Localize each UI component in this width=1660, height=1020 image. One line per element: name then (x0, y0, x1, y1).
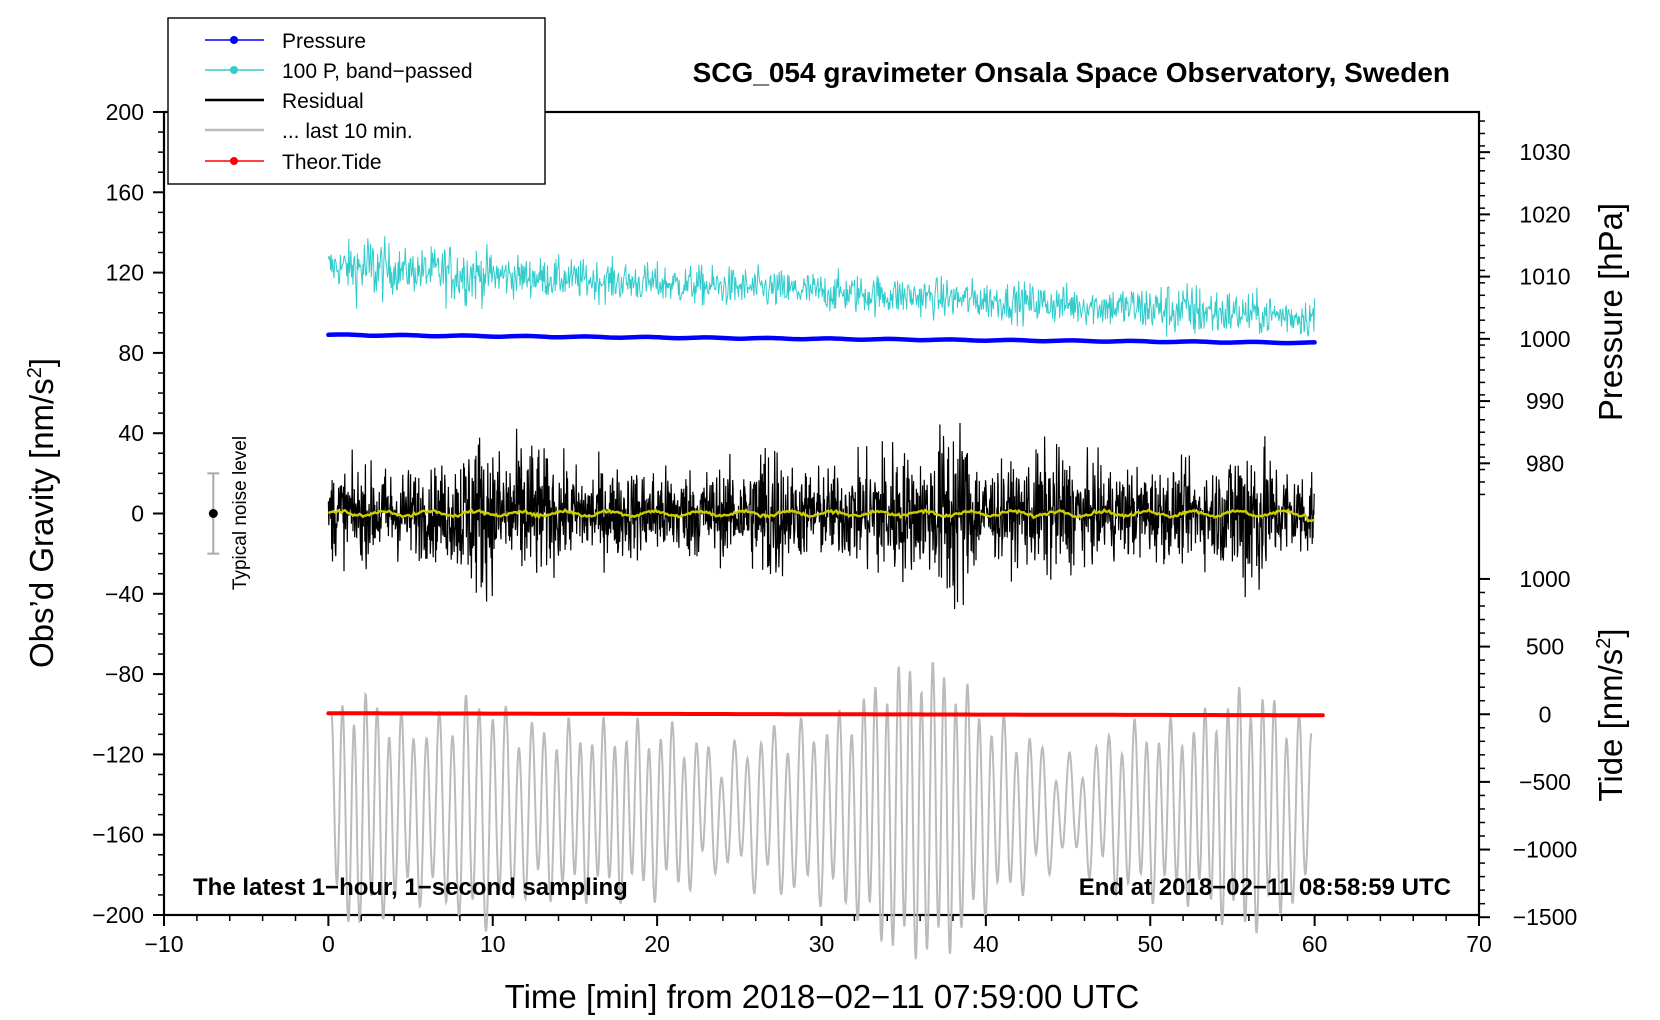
y-axis-title-tide-close: ] (1592, 628, 1629, 637)
noise-level-label: Typical noise level (230, 436, 251, 590)
y-axis-title-left-text: Obs’d Gravity [nm/s (23, 378, 60, 668)
x-tick-label: −10 (144, 931, 183, 957)
y-right-tide-label: −1000 (1513, 837, 1578, 863)
y-left-tick-label: 160 (106, 179, 144, 205)
series-pressure (326, 332, 1317, 346)
noise-level-indicator: Typical noise level (207, 436, 251, 590)
x-tick-label: 60 (1302, 931, 1328, 957)
y-right-tide-label: −1500 (1513, 904, 1578, 930)
y-left-tick-label: 120 (106, 260, 144, 286)
y-left-tick-label: −160 (92, 822, 144, 848)
series-band-passed-pressure (327, 236, 1316, 337)
y-axis-title-tide-text: Tide [nm/s (1592, 649, 1629, 802)
y-axis-title-tide-sup: 2 (1593, 638, 1615, 649)
y-right-tide-label: 0 (1539, 701, 1552, 727)
note-end-time: End at 2018−02−11 08:58:59 UTC (1079, 874, 1451, 901)
y-right-tide-label: 500 (1526, 634, 1564, 660)
y-right-pressure-label: 1010 (1519, 264, 1570, 290)
y-left-tick-label: −40 (105, 581, 144, 607)
tick-layer: −10 0 10 20 30 40 50 60 7020016012080400−40−80−1… (92, 99, 1577, 957)
x-tick-label: 70 (1466, 931, 1492, 957)
x-tick-label: 10 (480, 931, 506, 957)
legend-label-residual: Residual (282, 90, 364, 113)
series-layer (326, 236, 1325, 960)
y-left-tick-label: 80 (118, 340, 144, 366)
x-tick-label: 20 (644, 931, 670, 957)
x-tick-label: 40 (973, 931, 999, 957)
y-axis-title-left-close: ] (23, 358, 60, 367)
y-left-tick-label: 40 (118, 420, 144, 446)
y-axis-title-left: Obs’d Gravity [nm/s2] (23, 358, 60, 668)
y-right-tide-label: 1000 (1519, 566, 1570, 592)
y-left-tick-label: −200 (92, 902, 144, 928)
x-tick-label: 30 (809, 931, 835, 957)
y-right-pressure-label: 980 (1526, 450, 1564, 476)
series-smoothed-residual (327, 507, 1316, 523)
legend-label-pressure: Pressure (282, 30, 366, 53)
y-right-pressure-label: 990 (1526, 388, 1564, 414)
x-axis-title: Time [min] from 2018−02−11 07:59:00 UTC (505, 978, 1140, 1015)
y-left-tick-label: 200 (106, 99, 144, 125)
legend-label-bandpassed: 100 P, band−passed (282, 60, 473, 83)
legend-marker-tide (230, 157, 238, 165)
chart-title: SCG_054 gravimeter Onsala Space Observat… (693, 57, 1450, 88)
y-right-pressure-label: 1030 (1519, 139, 1570, 165)
series-last-10-min (330, 662, 1313, 960)
series-theoretical-tide (326, 711, 1325, 718)
y-axis-title-pressure: Pressure [hPa] (1592, 203, 1629, 421)
y-right-tide-label: −500 (1519, 769, 1571, 795)
y-axis-title-left-sup: 2 (24, 367, 46, 378)
y-left-tick-label: −120 (92, 741, 144, 767)
legend-marker-pressure (230, 36, 238, 44)
series-residual (327, 422, 1316, 610)
legend-label-last10min: ... last 10 min. (282, 120, 413, 143)
y-axis-title-tide: Tide [nm/s2] (1592, 628, 1629, 801)
y-right-pressure-label: 1020 (1519, 201, 1570, 227)
y-left-tick-label: 0 (131, 501, 144, 527)
legend-marker-bandpassed (230, 66, 238, 74)
noise-level-dot (208, 509, 218, 518)
y-right-pressure-label: 1000 (1519, 326, 1570, 352)
legend-label-tide: Theor.Tide (282, 151, 382, 174)
x-tick-label: 50 (1137, 931, 1163, 957)
legend: Pressure 100 P, band−passed Residual ...… (167, 17, 546, 185)
note-sampling: The latest 1−hour, 1−second sampling (193, 874, 628, 901)
y-left-tick-label: −80 (105, 661, 144, 687)
x-tick-label: 0 (322, 931, 335, 957)
